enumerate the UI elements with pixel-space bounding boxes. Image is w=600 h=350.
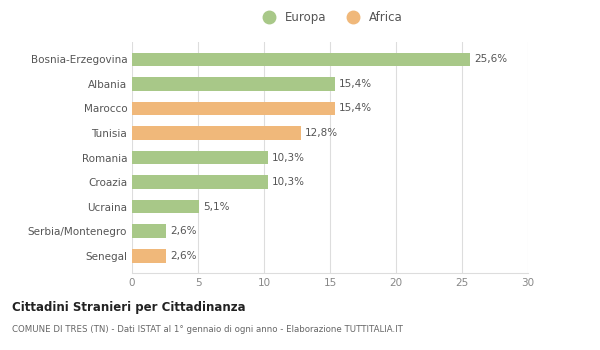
Text: 10,3%: 10,3% xyxy=(272,153,305,162)
Text: 15,4%: 15,4% xyxy=(339,103,373,113)
Bar xyxy=(132,200,199,214)
Bar xyxy=(132,52,470,66)
Text: 5,1%: 5,1% xyxy=(203,202,230,212)
Text: 10,3%: 10,3% xyxy=(272,177,305,187)
Text: 15,4%: 15,4% xyxy=(339,79,373,89)
Bar xyxy=(132,249,166,262)
Bar xyxy=(132,175,268,189)
Text: 2,6%: 2,6% xyxy=(170,226,197,236)
Bar xyxy=(132,77,335,91)
Bar xyxy=(132,126,301,140)
Bar xyxy=(132,151,268,164)
Text: 2,6%: 2,6% xyxy=(170,251,197,261)
Legend: Europa, Africa: Europa, Africa xyxy=(252,6,408,29)
Text: 12,8%: 12,8% xyxy=(305,128,338,138)
Text: COMUNE DI TRES (TN) - Dati ISTAT al 1° gennaio di ogni anno - Elaborazione TUTTI: COMUNE DI TRES (TN) - Dati ISTAT al 1° g… xyxy=(12,326,403,335)
Bar xyxy=(132,224,166,238)
Bar xyxy=(132,102,335,115)
Text: 25,6%: 25,6% xyxy=(474,54,507,64)
Text: Cittadini Stranieri per Cittadinanza: Cittadini Stranieri per Cittadinanza xyxy=(12,301,245,314)
